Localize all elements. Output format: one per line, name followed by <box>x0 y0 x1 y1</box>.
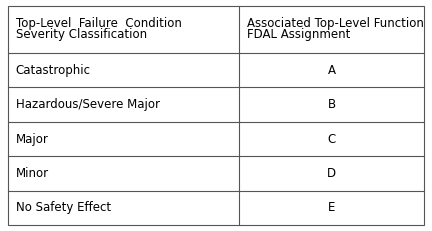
Text: C: C <box>327 133 336 146</box>
Text: Hazardous/Severe Major: Hazardous/Severe Major <box>16 98 159 111</box>
Text: Catastrophic: Catastrophic <box>16 64 91 77</box>
Text: Major: Major <box>16 133 48 146</box>
Text: D: D <box>327 167 336 180</box>
Text: Top-Level  Failure  Condition: Top-Level Failure Condition <box>16 17 181 30</box>
Text: Associated Top-Level Function: Associated Top-Level Function <box>247 17 423 30</box>
Text: B: B <box>327 98 336 111</box>
Text: E: E <box>328 201 335 215</box>
Text: No Safety Effect: No Safety Effect <box>16 201 111 215</box>
Text: A: A <box>327 64 336 77</box>
Text: Minor: Minor <box>16 167 49 180</box>
Text: FDAL Assignment: FDAL Assignment <box>247 28 350 41</box>
Text: Severity Classification: Severity Classification <box>16 28 147 41</box>
